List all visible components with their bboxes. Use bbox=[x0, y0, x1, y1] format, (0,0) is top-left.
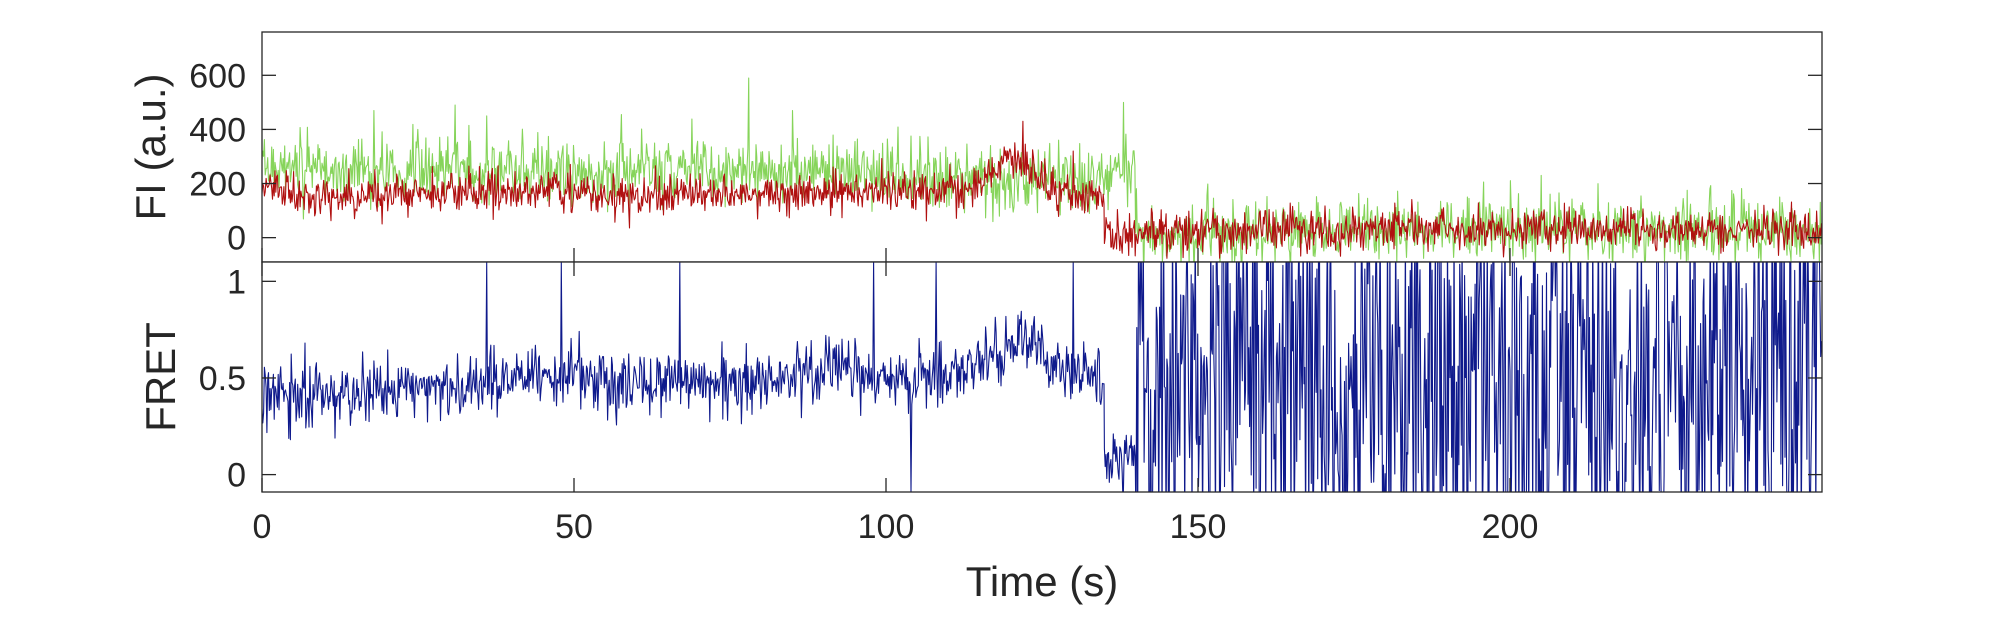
fluorescence-plot-area bbox=[262, 32, 1822, 262]
fi-y-tick-label: 600 bbox=[189, 57, 246, 95]
fret-y-tick-label: 1 bbox=[227, 263, 246, 301]
fret-series-0-line bbox=[262, 262, 1822, 492]
fi-y-tick-label: 400 bbox=[189, 111, 246, 149]
fi-y-tick-label: 0 bbox=[227, 220, 246, 258]
time-x-axis-label: Time (s) bbox=[966, 558, 1118, 605]
fret-y-tick-label: 0.5 bbox=[199, 360, 246, 398]
fluorescence-traces bbox=[262, 77, 1822, 262]
fluorescence-panel: 0 200 400 600 FI (a.u.) bbox=[127, 31, 1823, 263]
time-x-ticks: 0 50 100 150 200 bbox=[253, 248, 1539, 546]
time-x-tick-label: 50 bbox=[555, 508, 593, 546]
time-x-tick-label: 200 bbox=[1482, 508, 1539, 546]
fi-y-tick-label: 200 bbox=[189, 166, 246, 204]
fret-panel: 00.51 0 50 100 150 200 FRET Time (s) bbox=[137, 248, 1823, 605]
fret-axes-box bbox=[261, 261, 1823, 493]
time-x-tick-label: 150 bbox=[1170, 508, 1227, 546]
time-x-tick-label: 100 bbox=[858, 508, 915, 546]
fluorescence-y-axis-label: FI (a.u.) bbox=[127, 73, 174, 220]
fi-series-1-line bbox=[262, 120, 1822, 259]
time-x-tick-label: 0 bbox=[253, 508, 272, 546]
fluorescence-y-ticks: 0 200 400 600 bbox=[189, 57, 1822, 258]
fret-y-ticks: 00.51 bbox=[199, 263, 1822, 495]
fret-traces bbox=[262, 262, 1822, 492]
fret-y-tick-label: 0 bbox=[227, 457, 246, 495]
fret-y-axis-label: FRET bbox=[137, 322, 184, 432]
